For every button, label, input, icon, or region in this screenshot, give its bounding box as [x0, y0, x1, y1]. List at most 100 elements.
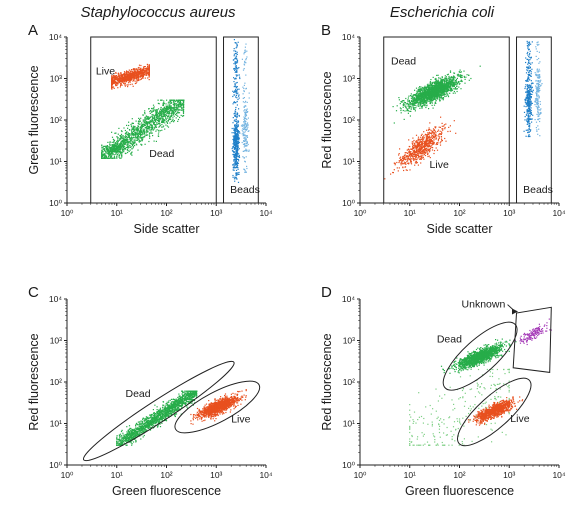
point — [234, 102, 236, 104]
point — [395, 110, 398, 112]
point — [164, 115, 166, 118]
point — [167, 106, 169, 108]
point — [139, 68, 141, 70]
point — [175, 108, 177, 110]
point — [415, 96, 417, 98]
point — [459, 74, 461, 76]
point — [432, 88, 434, 90]
point — [112, 146, 114, 148]
point — [182, 101, 185, 103]
point — [107, 149, 109, 151]
point — [180, 104, 182, 106]
point — [246, 111, 248, 113]
point — [114, 142, 116, 145]
point — [244, 119, 246, 122]
point — [394, 164, 396, 166]
point — [135, 136, 137, 138]
point — [142, 133, 144, 135]
point — [181, 103, 183, 105]
point — [238, 135, 240, 137]
point — [444, 77, 446, 79]
point — [141, 75, 144, 77]
point — [436, 79, 438, 81]
point — [150, 132, 152, 134]
point — [131, 143, 133, 145]
point — [118, 149, 120, 151]
point — [143, 119, 145, 121]
point — [119, 152, 121, 154]
point — [234, 129, 236, 131]
point — [443, 89, 446, 91]
point — [120, 141, 122, 143]
point — [146, 72, 148, 74]
point — [243, 87, 245, 90]
point — [148, 108, 150, 110]
point — [170, 120, 172, 123]
point — [425, 100, 427, 102]
point — [158, 131, 160, 133]
point — [163, 119, 165, 121]
point — [121, 156, 123, 158]
point — [160, 99, 162, 101]
point — [147, 77, 149, 79]
point — [133, 137, 135, 139]
point — [179, 106, 181, 108]
point — [137, 125, 139, 127]
point — [432, 87, 434, 89]
point — [422, 95, 424, 98]
point — [109, 154, 111, 156]
point — [407, 100, 409, 102]
point — [124, 78, 126, 80]
point — [107, 148, 109, 150]
point — [244, 171, 246, 173]
point — [144, 131, 146, 133]
point — [415, 97, 417, 99]
point — [152, 114, 155, 116]
point — [422, 86, 424, 89]
point — [124, 72, 126, 74]
point — [437, 89, 439, 91]
point — [125, 136, 127, 138]
point — [129, 146, 131, 148]
point — [120, 153, 122, 155]
point — [137, 129, 139, 131]
point — [170, 118, 172, 120]
point — [402, 109, 404, 112]
point — [179, 102, 181, 104]
point — [448, 75, 450, 77]
point — [106, 153, 108, 155]
point — [129, 78, 131, 80]
point — [436, 87, 438, 90]
point — [167, 126, 170, 128]
point — [145, 74, 147, 76]
point — [111, 83, 113, 85]
point — [425, 148, 427, 150]
point — [232, 146, 234, 148]
point — [238, 160, 240, 162]
point — [236, 89, 238, 91]
point — [238, 155, 240, 157]
point — [243, 118, 245, 120]
point — [113, 139, 115, 141]
point — [123, 143, 125, 145]
point — [236, 58, 238, 60]
point — [139, 75, 141, 77]
point — [178, 112, 181, 114]
point — [452, 86, 454, 88]
point — [434, 102, 436, 104]
point — [148, 127, 150, 129]
point — [414, 108, 416, 110]
point — [428, 84, 430, 87]
point — [109, 141, 111, 143]
point — [423, 99, 425, 101]
point — [434, 91, 436, 93]
point — [243, 140, 245, 143]
point — [232, 174, 234, 177]
point — [135, 128, 137, 130]
point — [233, 135, 235, 137]
point — [147, 71, 149, 73]
point — [418, 101, 420, 103]
point — [133, 129, 135, 132]
point — [435, 86, 437, 88]
